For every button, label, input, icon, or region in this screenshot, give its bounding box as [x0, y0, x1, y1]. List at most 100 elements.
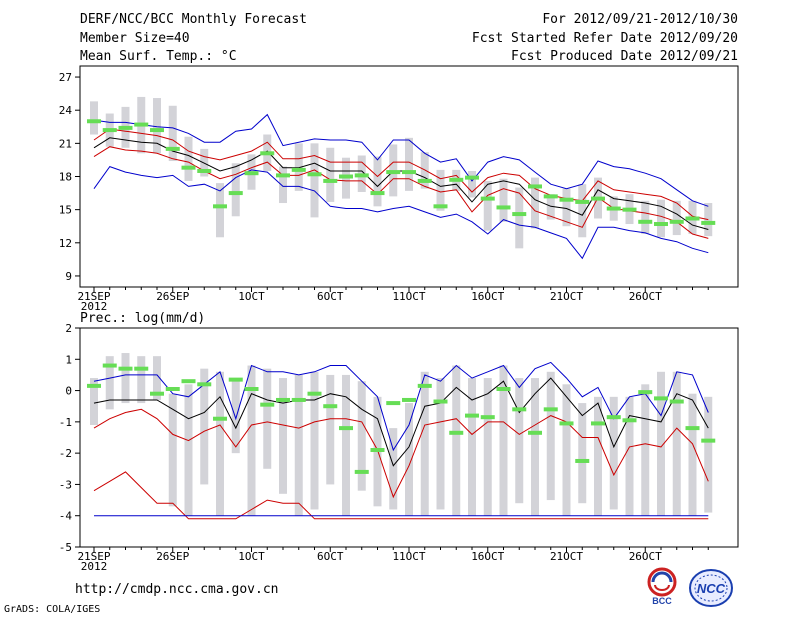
- temp-median-marker: [213, 204, 227, 209]
- temp-spread-box: [436, 169, 445, 211]
- temp-y-tick-label: 24: [59, 104, 73, 117]
- prec-median-marker: [433, 399, 448, 404]
- temp-spread-box: [468, 170, 476, 198]
- source-url[interactable]: http://cmdp.ncc.cma.gov.cn: [75, 582, 279, 597]
- prec-spread-box: [121, 353, 130, 404]
- temp-spread-box: [294, 143, 303, 191]
- prec-median-marker: [181, 379, 196, 384]
- temp-median-marker: [449, 177, 464, 182]
- bcc-logo: BCC: [647, 567, 677, 606]
- temp-median-marker: [433, 204, 448, 209]
- temp-y-tick-label: 12: [59, 237, 72, 250]
- prec-spread-box: [468, 378, 476, 516]
- prec-spread-box: [452, 365, 461, 516]
- prec-median-marker: [323, 404, 338, 409]
- prec-spread-box: [609, 396, 618, 510]
- temp-y-tick-label: 27: [59, 71, 72, 84]
- prec-spread-box: [578, 403, 587, 504]
- temp-p10-line: [93, 128, 709, 221]
- prec-x-tick-label: 26SEP: [156, 550, 189, 563]
- temp-median-marker: [118, 125, 133, 130]
- prec-spread-box: [436, 378, 445, 510]
- prec-year-label: 2012: [81, 560, 108, 573]
- temp-median-marker: [402, 170, 416, 175]
- prec-max-line: [93, 361, 709, 452]
- temp-spread-box: [310, 143, 319, 218]
- temp-median-marker: [370, 191, 385, 196]
- prec-spread-box: [672, 371, 681, 516]
- prec-median-marker: [622, 418, 637, 423]
- prec-median-marker: [87, 383, 101, 388]
- temp-median-marker: [134, 122, 149, 127]
- prec-y-tick-label: -3: [59, 478, 72, 491]
- temp-median-marker: [543, 194, 558, 199]
- temp-max-line: [93, 166, 709, 260]
- grads-credit: GrADS: COLA/IGES: [4, 604, 101, 615]
- temp-median-marker: [496, 205, 511, 210]
- prec-median-marker: [213, 416, 227, 421]
- prec-median-marker: [496, 387, 511, 392]
- prec-spread-box: [531, 378, 539, 516]
- temp-spread-box: [231, 163, 240, 217]
- temp-spread-box: [168, 105, 177, 162]
- temp-median-marker: [181, 165, 196, 170]
- prec-panel-title: Prec.: log(mm/d): [80, 311, 205, 326]
- prec-mean-line: [93, 377, 709, 467]
- temp-median-marker: [339, 174, 353, 179]
- prec-spread-box: [625, 396, 634, 516]
- prec-median-marker: [591, 421, 605, 426]
- prec-median-marker: [449, 430, 464, 435]
- prec-spread-box: [594, 396, 602, 516]
- prec-median-marker: [370, 448, 385, 453]
- temp-median-marker: [87, 119, 101, 124]
- temp-median-marker: [276, 173, 290, 178]
- prec-p90-line: [93, 408, 709, 499]
- member-size-label: Member Size=40: [80, 31, 190, 46]
- prec-spread-box: [168, 393, 177, 507]
- temp-median-marker: [575, 199, 590, 204]
- temp-median-marker: [260, 151, 275, 156]
- prec-median-marker: [654, 396, 668, 401]
- prec-median-marker: [685, 426, 700, 431]
- prec-x-tick-label: 11OCT: [392, 550, 425, 563]
- prec-spread-box: [389, 428, 398, 510]
- prec-spread-box: [137, 356, 146, 404]
- temp-spread-box: [483, 180, 492, 231]
- ncc-logo: NCC: [689, 569, 733, 607]
- temp-median-marker: [102, 128, 117, 133]
- temp-median-marker: [512, 212, 527, 217]
- prec-y-tick-label: -5: [59, 541, 72, 554]
- temp-year-label: 2012: [81, 300, 108, 313]
- temp-spread-box: [90, 101, 98, 135]
- temp-median-marker: [228, 191, 243, 196]
- temp-spread-box: [373, 156, 382, 207]
- variable-label: Mean Surf. Temp.: °C: [80, 49, 237, 64]
- temp-median-marker: [386, 170, 401, 175]
- prec-spread-box: [546, 371, 555, 501]
- temp-spread-box: [562, 188, 571, 227]
- temp-median-marker: [165, 146, 180, 151]
- temp-spread-box: [184, 136, 193, 181]
- prec-median-marker: [480, 415, 495, 420]
- temp-median-marker: [669, 219, 684, 224]
- forecast-period: For 2012/09/21-2012/10/30: [542, 12, 738, 27]
- prec-x-tick-label: 21OCT: [550, 550, 583, 563]
- prec-y-tick-label: 0: [65, 385, 72, 398]
- temp-median-marker: [638, 219, 653, 224]
- prec-spread-box: [90, 378, 98, 425]
- prec-median-marker: [150, 391, 164, 396]
- prec-spread-box: [420, 371, 429, 516]
- chart-title: DERF/NCC/BCC Monthly Forecast: [80, 12, 307, 27]
- prec-median-marker: [575, 458, 590, 463]
- prec-median-marker: [606, 415, 621, 420]
- prec-median-marker: [386, 401, 401, 406]
- temp-y-tick-label: 18: [59, 171, 72, 184]
- temp-median-marker: [701, 220, 716, 225]
- prec-spread-box: [499, 365, 508, 516]
- temp-spread-box: [216, 183, 224, 238]
- prec-median-marker: [402, 397, 416, 402]
- prec-x-tick-label: 1OCT: [238, 550, 265, 563]
- prec-spread-box: [263, 368, 272, 469]
- prec-y-tick-label: -1: [59, 416, 72, 429]
